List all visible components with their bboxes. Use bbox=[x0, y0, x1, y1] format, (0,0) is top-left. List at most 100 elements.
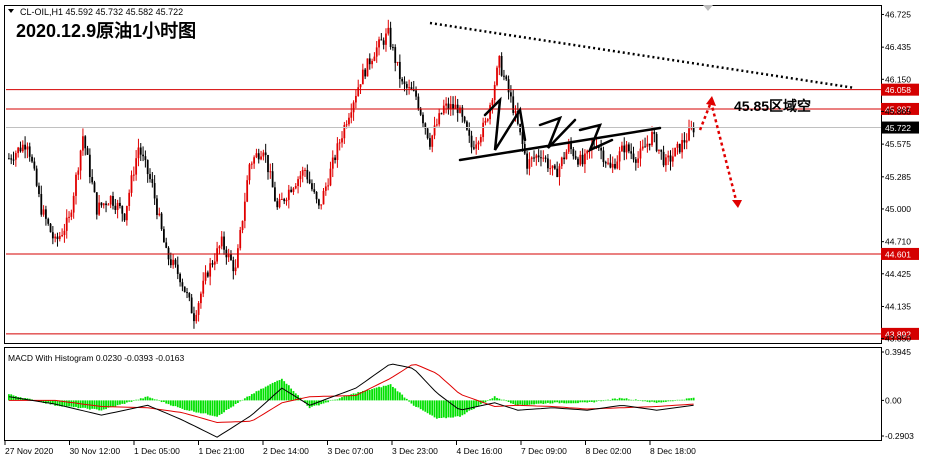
candle-body bbox=[31, 156, 33, 162]
candle-body bbox=[109, 196, 112, 205]
x-tick-label: 8 Dec 02:00 bbox=[586, 446, 632, 456]
candle-body bbox=[662, 151, 665, 166]
histogram-bar bbox=[274, 382, 276, 401]
candle-body bbox=[641, 146, 644, 149]
candle-body bbox=[664, 157, 667, 166]
histogram-bar bbox=[553, 400, 556, 403]
histogram-bar bbox=[621, 398, 623, 401]
candle-body bbox=[54, 236, 57, 239]
histogram-bar bbox=[65, 400, 68, 407]
candle-body bbox=[581, 154, 584, 165]
histogram-bar bbox=[130, 400, 133, 402]
histogram-bar bbox=[604, 399, 607, 401]
histogram-bar bbox=[602, 400, 605, 402]
histogram-bar bbox=[341, 397, 343, 401]
histogram-bar bbox=[625, 398, 628, 401]
histogram-bar bbox=[503, 399, 505, 401]
histogram-bar bbox=[158, 400, 161, 401]
candle-body bbox=[160, 213, 163, 230]
candle-body bbox=[320, 204, 323, 206]
candle-body bbox=[452, 104, 454, 109]
candle-body bbox=[230, 253, 232, 261]
histogram-bar bbox=[560, 400, 563, 403]
candle-body bbox=[334, 157, 336, 161]
histogram-bar bbox=[412, 400, 415, 406]
current-price-label: 45.722 bbox=[885, 123, 911, 133]
candle-body bbox=[648, 143, 651, 146]
histogram-bar bbox=[91, 400, 94, 409]
x-tick-label: 2 Dec 14:00 bbox=[263, 446, 309, 456]
histogram-bar bbox=[500, 399, 503, 401]
candle-body bbox=[387, 27, 390, 34]
histogram-bar bbox=[255, 391, 258, 401]
candle-body bbox=[556, 168, 559, 177]
candle-body bbox=[491, 100, 494, 106]
histogram-bar bbox=[334, 399, 336, 401]
symbol-dropdown-icon[interactable] bbox=[8, 9, 14, 13]
candle-body bbox=[82, 136, 84, 151]
candle-body bbox=[297, 179, 299, 187]
histogram-bar bbox=[570, 400, 572, 404]
candle-body bbox=[176, 264, 179, 274]
candle-body bbox=[352, 102, 355, 113]
dotted-trendline[interactable] bbox=[429, 21, 856, 90]
scroll-marker-icon[interactable] bbox=[703, 5, 713, 11]
candle-body bbox=[47, 218, 50, 224]
candle-body bbox=[572, 149, 575, 157]
candle-body bbox=[634, 159, 637, 163]
candle-body bbox=[382, 40, 385, 45]
candle-body bbox=[206, 272, 209, 277]
x-tick-label: 4 Dec 16:00 bbox=[457, 446, 503, 456]
main-panel-frame bbox=[4, 5, 882, 344]
candle-body bbox=[479, 137, 482, 143]
candle-body bbox=[241, 220, 244, 231]
candle-body bbox=[509, 92, 512, 97]
histogram-bar bbox=[54, 400, 57, 406]
histogram-bar bbox=[216, 400, 218, 417]
candle-body bbox=[567, 143, 570, 152]
macd-signal-line bbox=[8, 364, 694, 424]
histogram-bar bbox=[77, 400, 80, 409]
histogram-bar bbox=[401, 394, 404, 401]
candle-body bbox=[116, 202, 119, 210]
candle-body bbox=[618, 151, 621, 162]
candle-body bbox=[442, 105, 445, 114]
histogram-bar bbox=[144, 396, 147, 401]
y-tick-label: 46.725 bbox=[885, 9, 911, 19]
histogram-bar bbox=[523, 400, 526, 405]
candle-body bbox=[10, 158, 13, 160]
candle-body bbox=[623, 145, 626, 153]
histogram-bar bbox=[634, 399, 637, 401]
candle-body bbox=[322, 190, 325, 205]
histogram-bar bbox=[380, 387, 383, 401]
histogram-bar bbox=[651, 400, 653, 402]
histogram-bar bbox=[408, 400, 411, 402]
histogram-bar bbox=[627, 399, 630, 401]
candle-body bbox=[19, 147, 22, 152]
histogram-bar bbox=[357, 392, 360, 401]
candle-body bbox=[549, 168, 552, 170]
candle-body bbox=[24, 144, 26, 150]
histogram-bar bbox=[664, 400, 667, 402]
histogram-bar bbox=[588, 400, 591, 403]
candle-body bbox=[625, 144, 628, 153]
candle-body bbox=[102, 203, 105, 206]
histogram-bar bbox=[595, 400, 598, 402]
candle-body bbox=[544, 157, 547, 159]
candle-body bbox=[223, 236, 225, 250]
histogram-bar bbox=[623, 398, 626, 401]
histogram-bar bbox=[142, 398, 144, 401]
histogram-bar bbox=[470, 400, 473, 410]
histogram-bar bbox=[112, 400, 114, 407]
candle-body bbox=[56, 236, 59, 240]
candle-body bbox=[313, 189, 316, 193]
candle-body bbox=[338, 142, 341, 144]
histogram-bar bbox=[618, 397, 621, 401]
x-tick-label: 7 Dec 09:00 bbox=[521, 446, 567, 456]
histogram-bar bbox=[433, 400, 436, 418]
candle-body bbox=[119, 202, 121, 207]
candle-body bbox=[468, 129, 471, 136]
histogram-bar bbox=[56, 400, 59, 406]
time-axis: 27 Nov 2020 30 Nov 12:00 1 Dec 05:00 1 Dec … bbox=[4, 441, 696, 456]
